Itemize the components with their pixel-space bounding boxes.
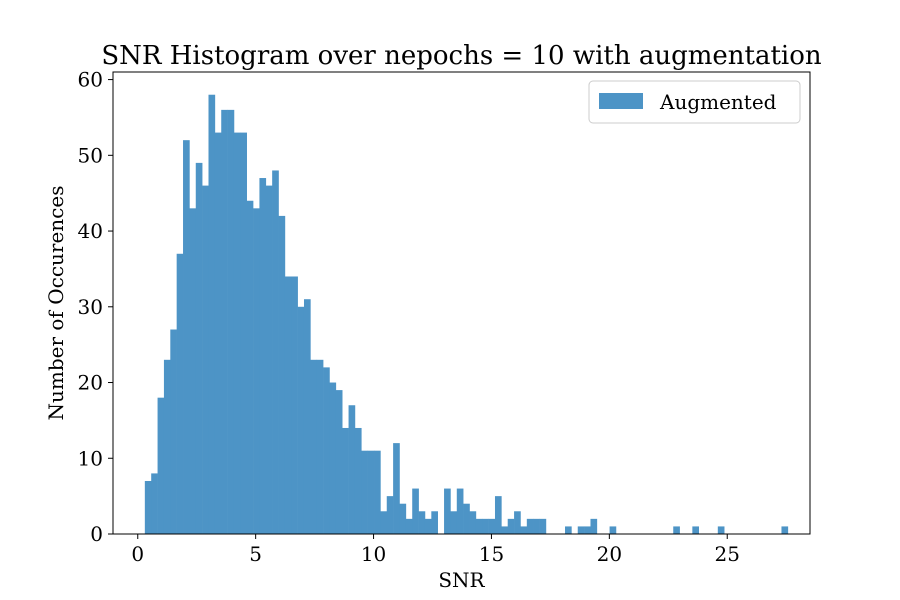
histogram-bar xyxy=(501,526,509,534)
histogram-bar xyxy=(781,526,789,534)
histogram-bar xyxy=(297,306,305,534)
chart-title: SNR Histogram over nepochs = 10 with aug… xyxy=(101,41,822,71)
histogram-bar xyxy=(533,518,540,534)
histogram-bar xyxy=(482,518,489,534)
histogram-bar xyxy=(253,208,260,534)
y-axis-label: Number of Occurences xyxy=(44,186,68,421)
histogram-bar xyxy=(335,390,343,534)
histogram-bar xyxy=(367,450,375,534)
histogram-bars xyxy=(144,94,789,535)
histogram-bar xyxy=(183,140,190,534)
histogram-bar xyxy=(329,382,337,534)
histogram-bar xyxy=(386,496,394,534)
histogram-bar xyxy=(444,488,451,534)
histogram-bar xyxy=(303,299,311,534)
histogram-bar xyxy=(526,518,534,534)
histogram-bar xyxy=(227,109,235,535)
y-tick-label: 60 xyxy=(78,68,103,92)
histogram-bar xyxy=(240,132,247,535)
histogram-bar xyxy=(584,526,591,534)
histogram-bar xyxy=(565,526,572,534)
legend-box xyxy=(588,80,801,124)
histogram-bar xyxy=(514,511,521,534)
x-tick-label: 25 xyxy=(715,542,740,566)
plot-frame xyxy=(112,71,811,535)
histogram-bar xyxy=(673,526,680,534)
histogram-bar xyxy=(475,518,483,534)
histogram-bar xyxy=(144,480,152,534)
histogram-bar xyxy=(450,511,458,534)
histogram-bar xyxy=(208,94,216,534)
x-axis: 0 5 10 15 20 25 xyxy=(131,534,740,566)
histogram-bar xyxy=(412,488,419,534)
histogram-bar xyxy=(507,518,515,534)
histogram-bar xyxy=(246,200,254,535)
y-tick-label: 0 xyxy=(90,522,103,546)
histogram-bar xyxy=(316,359,324,534)
histogram-bar xyxy=(310,359,318,534)
x-axis-label: SNR xyxy=(438,568,485,592)
y-tick-label: 50 xyxy=(78,143,103,167)
histogram-bar xyxy=(176,253,184,534)
histogram-bar xyxy=(431,511,438,534)
legend-label: Augmented xyxy=(659,90,777,114)
histogram-bar xyxy=(380,511,388,534)
y-tick-label: 10 xyxy=(78,446,103,470)
histogram-bar xyxy=(374,450,381,534)
histogram-bar xyxy=(469,511,477,534)
x-tick-label: 10 xyxy=(361,542,386,566)
histogram-bar xyxy=(609,526,617,534)
histogram-bar xyxy=(354,427,362,534)
histogram-bar xyxy=(418,511,426,534)
histogram-bar xyxy=(202,185,209,534)
histogram-bar xyxy=(399,503,407,534)
histogram-bar xyxy=(361,450,368,534)
histogram-bar xyxy=(163,359,171,534)
histogram-bar xyxy=(157,397,165,534)
histogram-bar xyxy=(494,496,502,534)
histogram-bar xyxy=(214,132,222,535)
histogram-bar xyxy=(463,503,470,534)
histogram-bar xyxy=(717,526,725,534)
histogram-bar xyxy=(233,132,241,535)
histogram-bar xyxy=(393,443,400,534)
x-tick-label: 15 xyxy=(479,542,504,566)
histogram-bar xyxy=(405,518,413,534)
histogram-bar xyxy=(265,185,273,534)
histogram-bar xyxy=(278,215,286,534)
y-axis: 0 10 20 30 40 50 60 xyxy=(78,68,113,546)
histogram-bar xyxy=(342,427,349,534)
histogram-bar xyxy=(692,526,700,534)
legend: Augmented xyxy=(588,80,801,124)
legend-swatch xyxy=(599,93,643,109)
histogram-bar xyxy=(284,276,292,534)
histogram-bar xyxy=(488,518,496,534)
x-tick-label: 5 xyxy=(249,542,262,566)
histogram-bar xyxy=(259,178,267,535)
x-tick-label: 20 xyxy=(597,542,622,566)
histogram-bar xyxy=(195,162,203,534)
histogram-bar xyxy=(291,276,298,534)
y-tick-label: 40 xyxy=(78,219,103,243)
y-tick-label: 20 xyxy=(78,371,103,395)
histogram-bar xyxy=(272,170,279,534)
histogram-bar xyxy=(170,329,177,534)
y-tick-label: 30 xyxy=(78,295,103,319)
histogram-bar xyxy=(577,526,585,534)
histogram-bar xyxy=(456,488,464,534)
histogram-bar xyxy=(323,367,330,534)
histogram-bar xyxy=(151,473,158,534)
histogram-bar xyxy=(424,518,432,534)
histogram-bar xyxy=(539,518,547,534)
histogram-bar xyxy=(520,526,528,534)
histogram-bar xyxy=(348,405,356,534)
histogram-bar xyxy=(590,518,598,534)
histogram-bar xyxy=(189,208,197,534)
x-tick-label: 0 xyxy=(131,542,144,566)
histogram-bar xyxy=(221,109,228,535)
